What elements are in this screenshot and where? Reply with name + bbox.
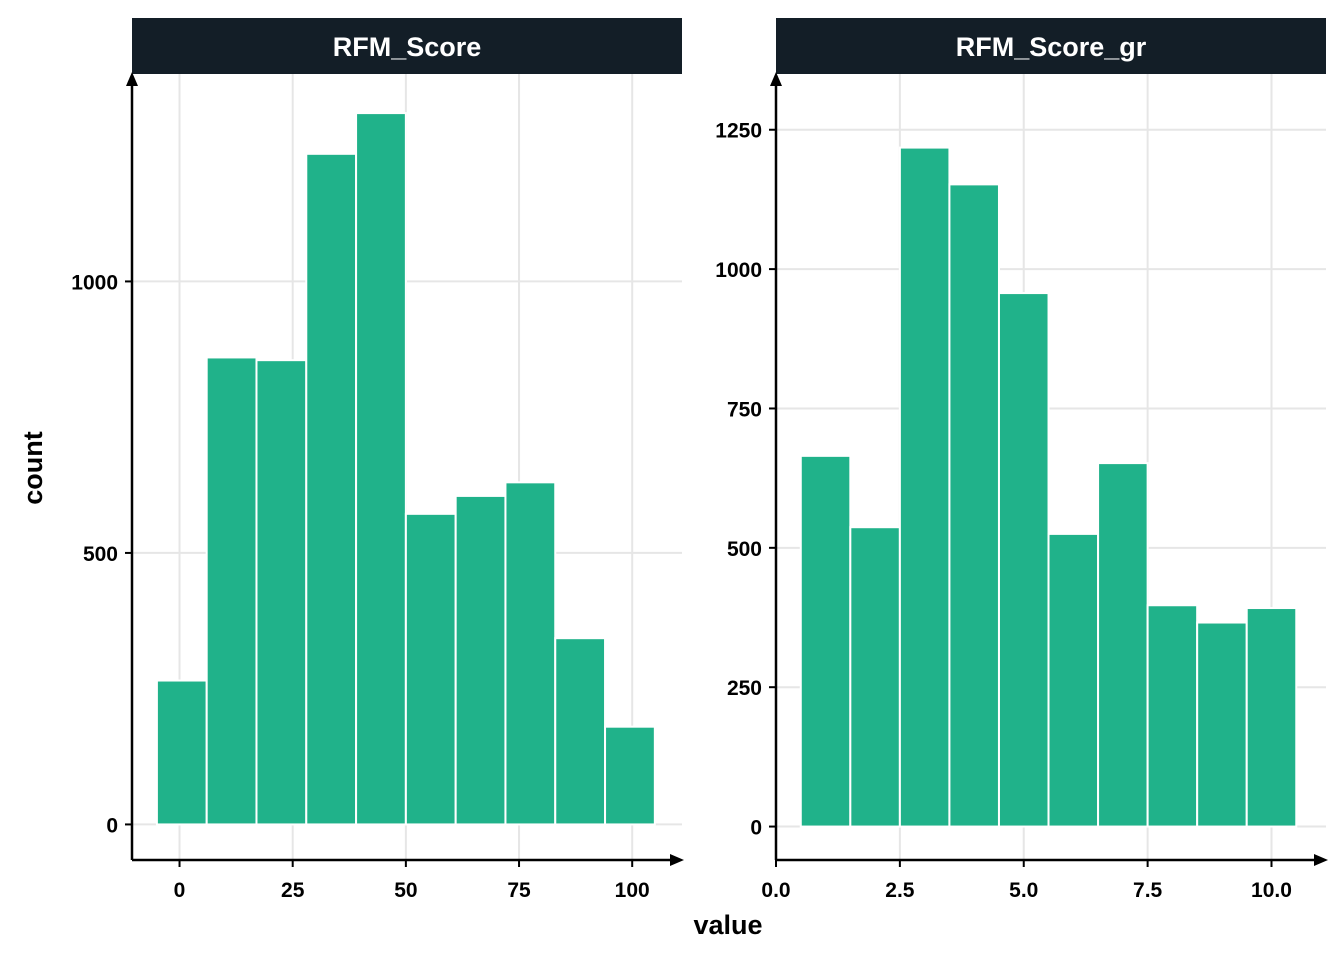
histogram-bar xyxy=(454,494,507,826)
y-tick-label: 250 xyxy=(727,677,762,700)
histogram-bar xyxy=(404,512,457,826)
x-axis-arrow xyxy=(670,854,684,866)
histogram-bar xyxy=(155,679,208,826)
histogram-bar xyxy=(504,481,557,826)
histogram-bar xyxy=(1097,462,1149,828)
y-tick-label: 1250 xyxy=(715,120,762,143)
x-tick-label: 10.0 xyxy=(1251,879,1292,902)
panel-title: RFM_Score_gr xyxy=(956,32,1147,62)
x-tick-label: 25 xyxy=(281,879,305,902)
histogram-bar xyxy=(849,526,901,828)
y-tick-label: 500 xyxy=(727,538,762,561)
panel-strip xyxy=(776,18,1326,74)
panel-strip xyxy=(132,18,682,74)
x-axis-title: value xyxy=(693,910,762,940)
y-tick-label: 500 xyxy=(83,543,118,566)
x-tick-label: 0.0 xyxy=(761,879,790,902)
histogram-bar xyxy=(997,292,1050,828)
x-tick-label: 100 xyxy=(615,879,650,902)
histogram-bar xyxy=(898,146,951,828)
histogram-bar xyxy=(1146,604,1199,828)
panel-1: RFM_Score_gr 0.0 2.5 5.0 7.5 10.0 0 250 500 750 10… xyxy=(715,18,1328,902)
y-tick-label: 0 xyxy=(750,817,762,840)
histogram-bar xyxy=(355,112,407,826)
y-axis-title: count xyxy=(18,431,48,505)
x-axis-arrow xyxy=(1314,854,1328,866)
histogram-bar xyxy=(554,637,607,826)
histogram-bar xyxy=(1196,621,1248,828)
histogram-bar xyxy=(604,725,656,826)
x-tick-label: 5.0 xyxy=(1009,879,1038,902)
y-tick-label: 1000 xyxy=(71,271,118,294)
x-tick-label: 0 xyxy=(174,879,186,902)
y-axis-arrow xyxy=(770,72,782,86)
x-tick-label: 75 xyxy=(507,879,531,902)
histogram-bar xyxy=(1245,607,1298,828)
histogram-bar xyxy=(799,454,852,828)
histogram-bar xyxy=(305,152,358,826)
y-tick-label: 0 xyxy=(106,814,118,837)
y-tick-label: 1000 xyxy=(715,259,762,282)
histogram-bar xyxy=(948,183,1000,828)
histogram-bar xyxy=(205,356,258,826)
x-tick-label: 2.5 xyxy=(885,879,915,902)
x-tick-label: 7.5 xyxy=(1133,879,1163,902)
x-tick-label: 50 xyxy=(394,879,417,902)
y-tick-label: 750 xyxy=(727,398,762,421)
y-axis-arrow xyxy=(126,72,138,86)
histogram-bar xyxy=(1047,532,1100,828)
histogram-bar xyxy=(255,359,308,826)
panel-title: RFM_Score xyxy=(333,32,482,62)
